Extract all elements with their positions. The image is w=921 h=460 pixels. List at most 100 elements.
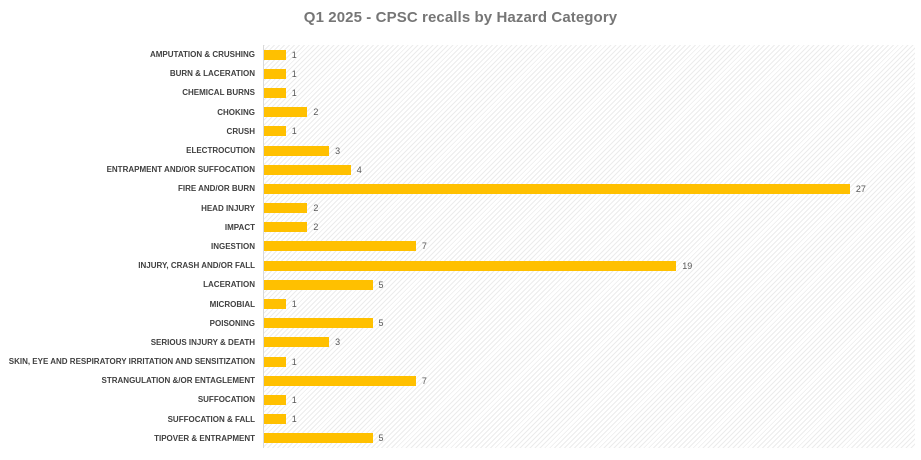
category-label-cell: HEAD INJURY: [0, 199, 263, 218]
bar: [264, 107, 308, 118]
value-label: 2: [313, 107, 319, 118]
category-label-cell: CHEMICAL BURNS: [0, 83, 263, 102]
category-label-cell: LACERATION: [0, 275, 263, 294]
bar: [264, 49, 286, 60]
category-label-cell: INGESTION: [0, 237, 263, 256]
value-label: 3: [335, 337, 341, 348]
category-label-cell: MICROBIAL: [0, 294, 263, 313]
bar-row: 2: [264, 199, 915, 218]
value-label: 1: [291, 299, 297, 310]
bar: [264, 183, 850, 194]
category-label-cell: CRUSH: [0, 122, 263, 141]
value-label: 1: [291, 356, 297, 367]
category-label-cell: SUFFOCATION: [0, 390, 263, 409]
bar-row: 3: [264, 141, 915, 160]
bar: [264, 279, 373, 290]
category-label: FIRE AND/OR BURN: [177, 184, 255, 194]
value-label: 1: [291, 49, 297, 60]
bar: [264, 433, 373, 444]
value-label: 5: [378, 279, 384, 290]
value-label: 1: [291, 87, 297, 98]
value-label: 1: [291, 414, 297, 425]
category-label: CHEMICAL BURNS: [182, 88, 255, 98]
category-label-cell: IMPACT: [0, 218, 263, 237]
bar-row: 2: [264, 103, 915, 122]
bar: [264, 356, 286, 367]
category-label: POISONING: [209, 318, 255, 328]
value-label: 3: [335, 145, 341, 156]
category-label-cell: ENTRAPMENT AND/OR SUFFOCATION: [0, 160, 263, 179]
bar-row: 1: [264, 390, 915, 409]
category-label: ELECTROCUTION: [186, 146, 255, 156]
category-label: STRANGULATION &/OR ENTAGLEMENT: [101, 376, 255, 386]
bar: [264, 241, 416, 252]
category-label-cell: CHOKING: [0, 103, 263, 122]
value-label: 27: [855, 183, 866, 194]
bar-row: 1: [264, 45, 915, 64]
bar-row: 19: [264, 256, 915, 275]
category-label: CRUSH: [226, 126, 255, 136]
category-label: HEAD INJURY: [201, 203, 255, 213]
bar: [264, 260, 677, 271]
category-label: IMPACT: [224, 222, 255, 232]
value-label: 7: [421, 241, 427, 252]
bar-row: 27: [264, 179, 915, 198]
category-label: MICROBIAL: [209, 299, 255, 309]
value-label: 1: [291, 68, 297, 79]
bar-row: 1: [264, 122, 915, 141]
category-label: AMPUTATION & CRUSHING: [149, 50, 255, 60]
category-label-cell: TIPOVER & ENTRAPMENT: [0, 429, 263, 448]
category-axis: AMPUTATION & CRUSHING BURN & LACERATION CH…: [0, 45, 263, 448]
bar: [264, 126, 286, 137]
category-label-cell: POISONING: [0, 314, 263, 333]
bar: [264, 164, 351, 175]
category-label: INGESTION: [210, 241, 255, 251]
category-label: BURN & LACERATION: [169, 69, 255, 79]
bar: [264, 375, 416, 386]
category-label-cell: FIRE AND/OR BURN: [0, 179, 263, 198]
value-label: 5: [378, 318, 384, 329]
bar-row: 5: [264, 275, 915, 294]
category-label-cell: STRANGULATION &/OR ENTAGLEMENT: [0, 371, 263, 390]
bar: [264, 203, 308, 214]
bar-row: 5: [264, 314, 915, 333]
category-label: ENTRAPMENT AND/OR SUFFOCATION: [106, 165, 255, 175]
bar-row: 1: [264, 83, 915, 102]
bar-row: 4: [264, 160, 915, 179]
value-label: 7: [421, 375, 427, 386]
category-label-cell: ELECTROCUTION: [0, 141, 263, 160]
bar-row: 1: [264, 352, 915, 371]
category-label: LACERATION: [203, 280, 255, 290]
value-label: 4: [356, 164, 362, 175]
value-label: 2: [313, 203, 319, 214]
category-label-cell: INJURY, CRASH AND/OR FALL: [0, 256, 263, 275]
plot-body: AMPUTATION & CRUSHING BURN & LACERATION CH…: [0, 45, 915, 448]
bar-row: 3: [264, 333, 915, 352]
bar: [264, 222, 308, 233]
bar: [264, 87, 286, 98]
category-label: CHOKING: [217, 107, 255, 117]
value-label: 1: [291, 394, 297, 405]
bar: [264, 318, 373, 329]
bar: [264, 337, 330, 348]
bar-row: 5: [264, 429, 915, 448]
bar: [264, 145, 330, 156]
value-label: 2: [313, 222, 319, 233]
category-label: SUFFOCATION & FALL: [167, 414, 255, 424]
category-label-cell: AMPUTATION & CRUSHING: [0, 45, 263, 64]
category-label-cell: SUFFOCATION & FALL: [0, 410, 263, 429]
bar-row: 7: [264, 371, 915, 390]
bar-row: 7: [264, 237, 915, 256]
category-label: TIPOVER & ENTRAPMENT: [154, 433, 255, 443]
value-label: 1: [291, 126, 297, 137]
category-label: SERIOUS INJURY & DEATH: [150, 337, 255, 347]
bar-row: 2: [264, 218, 915, 237]
category-label-cell: SERIOUS INJURY & DEATH: [0, 333, 263, 352]
value-label: 19: [682, 260, 693, 271]
bar: [264, 414, 286, 425]
bar: [264, 299, 286, 310]
category-label-cell: BURN & LACERATION: [0, 64, 263, 83]
value-label: 5: [378, 433, 384, 444]
category-label-cell: SKIN, EYE AND RESPIRATORY IRRITATION AND…: [0, 352, 263, 371]
